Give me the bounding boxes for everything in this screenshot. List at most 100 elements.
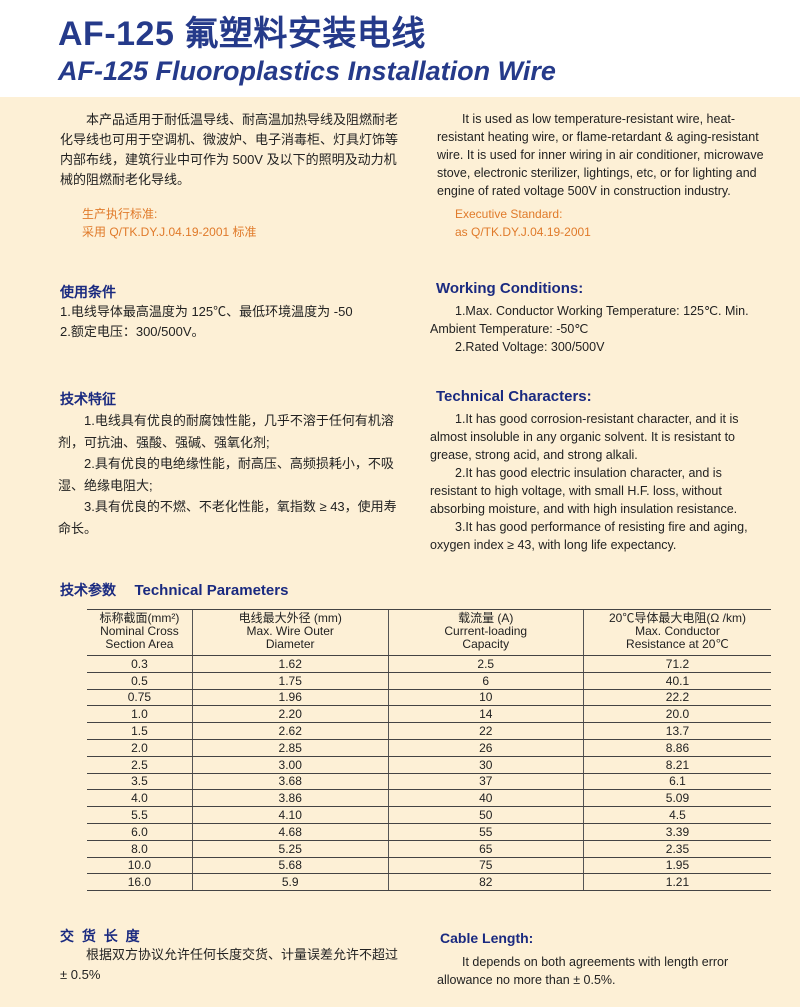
tech-zh-list: 1.电线具有优良的耐腐蚀性能，几乎不溶于任何有机溶剂，可抗油、强酸、强碱、强氧化…	[58, 410, 398, 539]
table-cell: 20.0	[582, 705, 771, 724]
column-header-line: 电线最大外径 (mm)	[238, 611, 342, 625]
table-cell: 1.21	[582, 873, 771, 892]
table-cell: 5.5	[87, 806, 193, 824]
table-cell: 1.96	[191, 689, 389, 707]
standard-en-label: Executive Standard:	[455, 207, 563, 221]
column-header-line: Diameter	[265, 637, 315, 651]
table-cell: 71.2	[582, 655, 771, 673]
table-cell: 16.0	[87, 873, 193, 892]
params-heading: 技术参数 Technical Parameters	[60, 580, 288, 600]
table-cell: 0.5	[87, 672, 193, 690]
table-cell: 4.68	[191, 823, 389, 841]
table-cell: 3.39	[582, 823, 771, 841]
working-en-list: 1.Max. Conductor Working Temperature: 12…	[430, 302, 772, 356]
table-cell: 50	[387, 806, 584, 824]
table-cell: 30	[387, 756, 584, 774]
table-cell: 5.25	[191, 840, 389, 858]
params-table: 标称截面(mm²) Nominal Cross Section Area 电线最大外径…	[87, 609, 771, 892]
table-cell: 2.0	[87, 739, 193, 757]
column-header-line: Capacity	[462, 637, 510, 651]
table-cell: 40.1	[582, 672, 771, 690]
table-cell: 2.85	[191, 739, 389, 757]
table-cell: 1.75	[191, 672, 389, 690]
table-cell: 22	[387, 722, 584, 740]
table-cell: 1.62	[191, 655, 389, 673]
table-cell: 5.09	[582, 789, 771, 808]
length-zh-heading: 交 货 长 度	[60, 928, 142, 944]
table-row: 2.0 2.85 26 8.86	[87, 739, 771, 757]
list-item: 1.电线导体最高温度为 125℃、最低环境温度为 -50	[60, 304, 353, 319]
header: AF-125 氟塑料安装电线 AF-125 Fluoroplastics Ins…	[0, 0, 800, 97]
table-row: 0.3 1.62 2.5 71.2	[87, 655, 771, 673]
list-item: 2.It has good electric insulation charac…	[430, 466, 738, 516]
table-cell: 22.2	[582, 689, 771, 707]
column-header-line: 20℃导体最大电阻(Ω /km)	[608, 611, 746, 625]
table-cell: 1.95	[582, 857, 771, 875]
list-item: 1.电线具有优良的耐腐蚀性能，几乎不溶于任何有机溶剂，可抗油、强酸、强碱、强氧化…	[58, 413, 394, 450]
column-header: 标称截面(mm²) Nominal Cross Section Area	[87, 609, 193, 656]
table-cell: 8.0	[87, 840, 193, 858]
table-cell: 5.9	[191, 873, 389, 892]
tech-en-heading: Technical Characters:	[436, 388, 592, 405]
table-cell: 6.1	[582, 773, 771, 791]
table-row: 8.0 5.25 65 2.35	[87, 840, 771, 858]
tech-zh-heading: 技术特征	[60, 391, 116, 407]
table-row: 1.5 2.62 22 13.7	[87, 722, 771, 740]
column-header-line: Max. Conductor	[635, 624, 720, 638]
table-cell: 26	[387, 739, 584, 757]
table-row: 10.0 5.68 75 1.95	[87, 857, 771, 875]
table-cell: 1.5	[87, 722, 193, 740]
length-en-text: It depends on both agreements with lengt…	[437, 955, 729, 987]
length-zh-text: 根据双方协议允许任何长度交货、计量误差允许不超过 ± 0.5%	[60, 947, 399, 982]
column-header-line: Max. Wire Outer	[246, 624, 334, 638]
title-en: AF-125 Fluoroplastics Installation Wire	[58, 56, 556, 86]
table-cell: 4.10	[191, 806, 389, 824]
table-cell: 82	[387, 873, 584, 892]
table-cell: 13.7	[582, 722, 771, 740]
table-cell: 3.5	[87, 773, 193, 791]
column-header: 20℃导体最大电阻(Ω /km) Max. Conductor Resistance…	[582, 609, 771, 656]
working-zh-list: 1.电线导体最高温度为 125℃、最低环境温度为 -50 2.额定电压：300/…	[60, 302, 400, 342]
list-item: 2.额定电压：300/500V。	[60, 324, 205, 339]
intro-zh: 本产品适用于耐低温导线、耐高温加热导线及阻燃耐老化导线也可用于空调机、微波炉、电…	[60, 112, 399, 187]
column-header-line: 标称截面(mm²)	[99, 611, 180, 625]
standard-zh-label: 生产执行标准:	[82, 207, 158, 221]
column-header-line: Current-loading	[444, 624, 528, 638]
column-header: 电线最大外径 (mm) Max. Wire Outer Diameter	[191, 609, 389, 656]
column-header: 载流量 (A) Current-loading Capacity	[387, 609, 584, 656]
standard-zh-value: 采用 Q/TK.DY.J.04.19-2001 标准	[82, 225, 257, 239]
params-heading-en: Technical Parameters	[134, 582, 289, 599]
table-cell: 3.86	[191, 789, 389, 808]
table-cell: 6	[387, 672, 584, 690]
intro-en: It is used as low temperature-resistant …	[437, 112, 764, 198]
table-row: 2.5 3.00 30 8.21	[87, 756, 771, 774]
table-cell: 37	[387, 773, 584, 791]
standard-en: Executive Standard: as Q/TK.DY.J.04.19-20…	[455, 205, 591, 241]
table-cell: 5.68	[191, 857, 389, 875]
table-cell: 75	[387, 857, 584, 875]
table-cell: 8.86	[582, 739, 771, 757]
table-cell: 1.0	[87, 705, 193, 724]
list-item: 2.Rated Voltage: 300/500V	[455, 340, 605, 354]
table-cell: 2.35	[582, 840, 771, 858]
params-heading-zh: 技术参数	[60, 582, 116, 598]
column-header-line: Nominal Cross	[100, 624, 179, 638]
table-row: 1.0 2.20 14 20.0	[87, 705, 771, 724]
table-row: 3.5 3.68 37 6.1	[87, 773, 771, 791]
column-header-line: Section Area	[105, 637, 174, 651]
table-cell: 40	[387, 789, 584, 808]
list-item: 1.It has good corrosion-resistant charac…	[430, 412, 739, 462]
table-row: 6.0 4.68 55 3.39	[87, 823, 771, 841]
table-cell: 4.0	[87, 789, 193, 808]
title-zh: AF-125 氟塑料安装电线	[58, 15, 426, 53]
table-row: 16.0 5.9 82 1.21	[87, 873, 771, 892]
list-item: 3.It has good performance of resisting f…	[430, 520, 748, 552]
list-item: 3.具有优良的不燃、不老化性能，氧指数 ≥ 43，使用寿命长。	[58, 499, 397, 536]
table-row: 4.0 3.86 40 5.09	[87, 789, 771, 808]
table-cell: 10	[387, 689, 584, 707]
table-cell: 2.62	[191, 722, 389, 740]
tech-en-list: 1.It has good corrosion-resistant charac…	[430, 410, 772, 554]
table-cell: 2.20	[191, 705, 389, 724]
table-cell: 3.68	[191, 773, 389, 791]
standard-zh: 生产执行标准: 采用 Q/TK.DY.J.04.19-2001 标准	[82, 205, 257, 241]
